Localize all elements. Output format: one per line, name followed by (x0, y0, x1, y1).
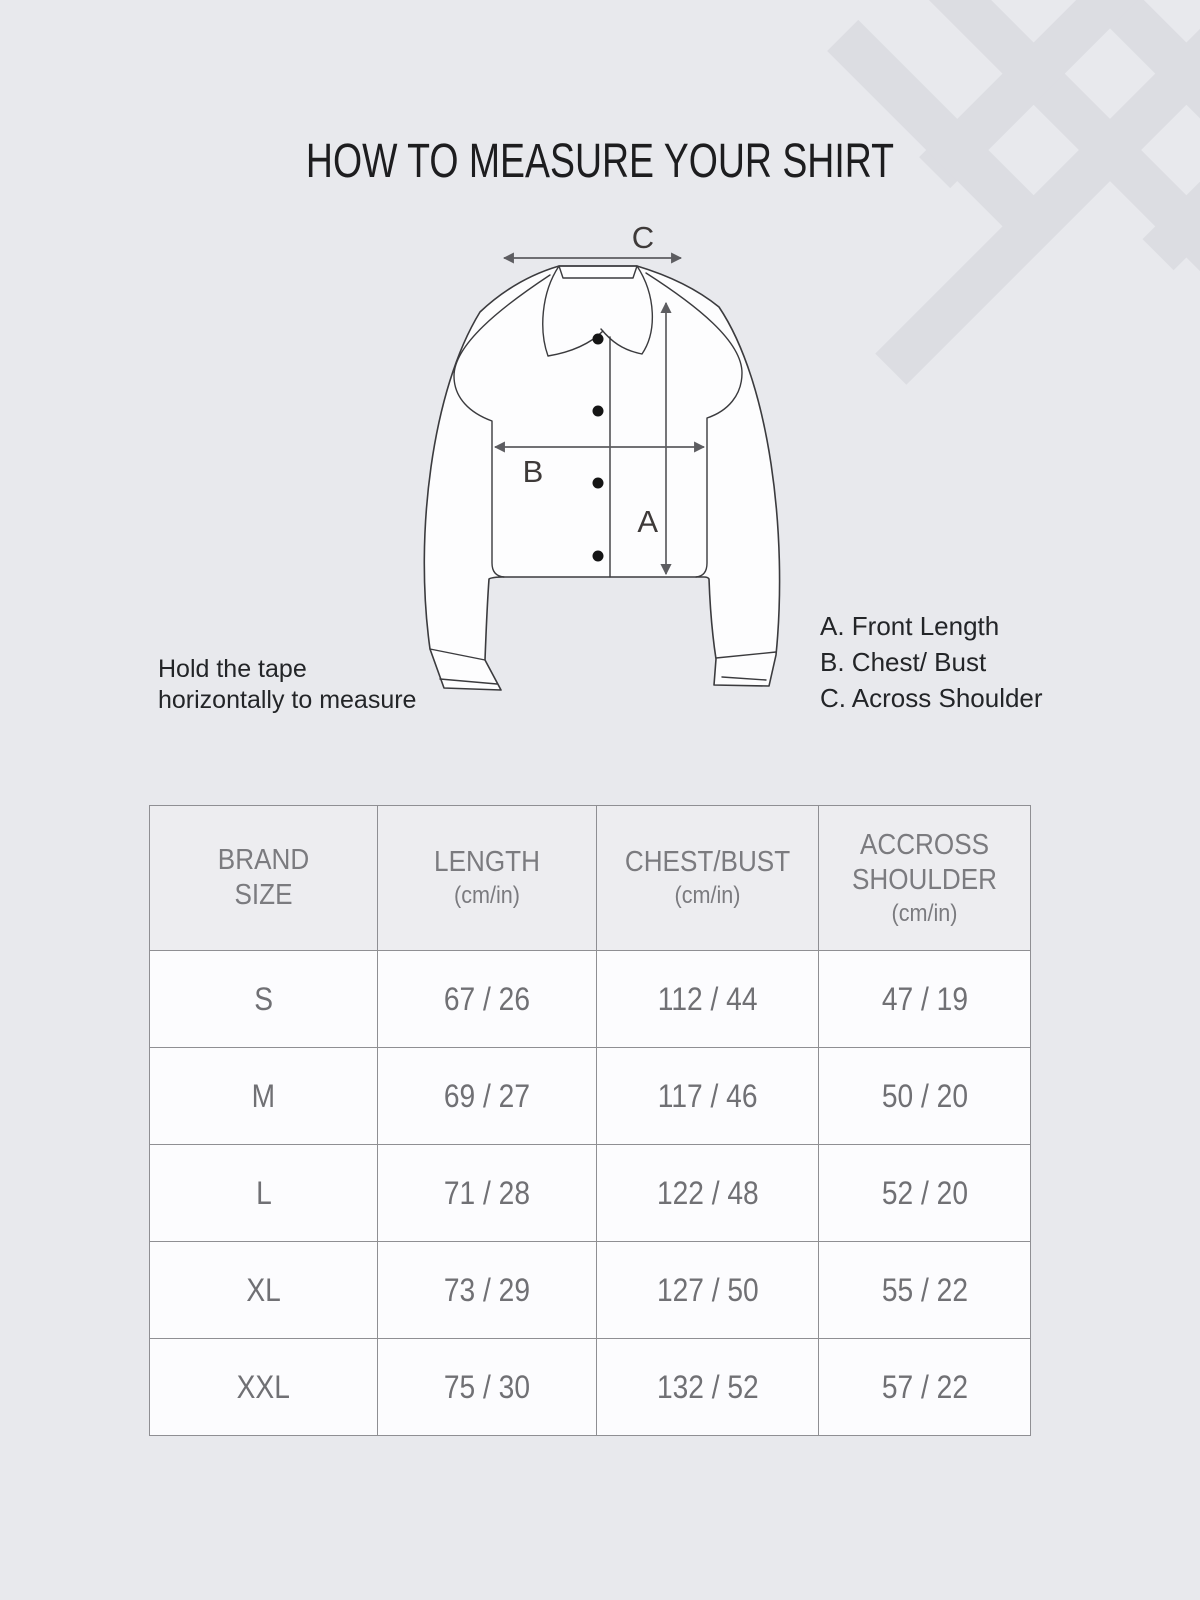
chest-cell: 132 / 52 (596, 1338, 819, 1436)
length-cell: 69 / 27 (377, 1047, 597, 1145)
size-cell: S (149, 950, 378, 1048)
measure-label-a: A (637, 504, 658, 539)
shoulder-cell: 47 / 19 (818, 950, 1031, 1048)
left-cuff-seam (429, 648, 498, 685)
measurement-legend: A. Front Length B. Chest/ Bust C. Across… (820, 608, 1043, 716)
page-title: HOW TO MEASURE YOUR SHIRT (305, 135, 895, 188)
measure-label-c: C (632, 220, 654, 255)
shirt-figure: C B A (370, 215, 830, 705)
col-header-line: ACCROSS (859, 828, 990, 861)
page-title-row: HOW TO MEASURE YOUR SHIRT (0, 134, 1200, 189)
button-icon (592, 405, 604, 417)
measure-label-b: B (523, 454, 544, 489)
col-header-across-shoulder: ACCROSS SHOULDER (cm/in) (818, 805, 1031, 951)
chest-cell: 127 / 50 (596, 1241, 819, 1339)
length-cell: 67 / 26 (377, 950, 597, 1048)
chest-cell: 122 / 48 (596, 1144, 819, 1242)
shirt-silhouette-fill (424, 266, 780, 690)
shoulder-cell: 57 / 22 (818, 1338, 1031, 1436)
col-header-line: LENGTH (434, 846, 540, 878)
table-row: L 71 / 28 122 / 48 52 / 20 (149, 1144, 1031, 1242)
table-row: M 69 / 27 117 / 46 50 / 20 (149, 1047, 1031, 1145)
length-cell: 75 / 30 (377, 1338, 597, 1436)
size-cell: M (149, 1047, 378, 1145)
legend-item: B. Chest/ Bust (820, 647, 987, 677)
armhole-seams (453, 272, 743, 578)
size-cell: XL (149, 1241, 378, 1339)
size-cell: L (149, 1144, 378, 1242)
button-icon (592, 550, 604, 562)
size-table-header-row: BRAND SIZE LENGTH (cm/in) CHEST/BUST (149, 805, 1031, 951)
legend-item: A. Front Length (820, 611, 1000, 641)
legend-item: C. Across Shoulder (820, 683, 1043, 713)
col-header-chest-bust: CHEST/BUST (cm/in) (596, 805, 819, 951)
collar (542, 265, 653, 357)
brand-watermark-icon (827, 0, 1200, 428)
col-header-line: SIZE (234, 879, 293, 911)
measure-note-line: horizontally to measure (158, 686, 417, 714)
shoulder-cell: 55 / 22 (818, 1241, 1031, 1339)
shoulder-cell: 50 / 20 (818, 1047, 1031, 1145)
shirt-diagram: C B A (423, 220, 781, 691)
button-icon (592, 477, 604, 489)
col-header-unit: (cm/in) (891, 899, 958, 927)
size-table: BRAND SIZE LENGTH (cm/in) CHEST/BUST (149, 805, 1031, 1436)
table-row: XL 73 / 29 127 / 50 55 / 22 (149, 1241, 1031, 1339)
shirt-outline (423, 265, 781, 691)
col-header-length: LENGTH (cm/in) (377, 805, 597, 951)
table-row: S 67 / 26 112 / 44 47 / 19 (149, 950, 1031, 1048)
button-icon (592, 333, 604, 345)
col-header-brand-size: BRAND SIZE (149, 805, 378, 951)
col-header-unit: (cm/in) (453, 882, 520, 909)
size-cell: XXL (149, 1338, 378, 1436)
measure-note: Hold the tape horizontally to measure (158, 654, 416, 716)
chest-cell: 112 / 44 (596, 950, 819, 1048)
length-cell: 73 / 29 (377, 1241, 597, 1339)
right-cuff-seam (715, 651, 777, 681)
col-header-line: SHOULDER (851, 863, 998, 896)
col-header-unit: (cm/in) (674, 882, 741, 909)
col-header-line: BRAND (217, 844, 310, 876)
measure-note-line: Hold the tape (158, 655, 307, 683)
table-row: XXL 75 / 30 132 / 52 57 / 22 (149, 1338, 1031, 1436)
shoulder-cell: 52 / 20 (818, 1144, 1031, 1242)
col-header-line: CHEST/BUST (624, 846, 791, 878)
length-cell: 71 / 28 (377, 1144, 597, 1242)
chest-cell: 117 / 46 (596, 1047, 819, 1145)
